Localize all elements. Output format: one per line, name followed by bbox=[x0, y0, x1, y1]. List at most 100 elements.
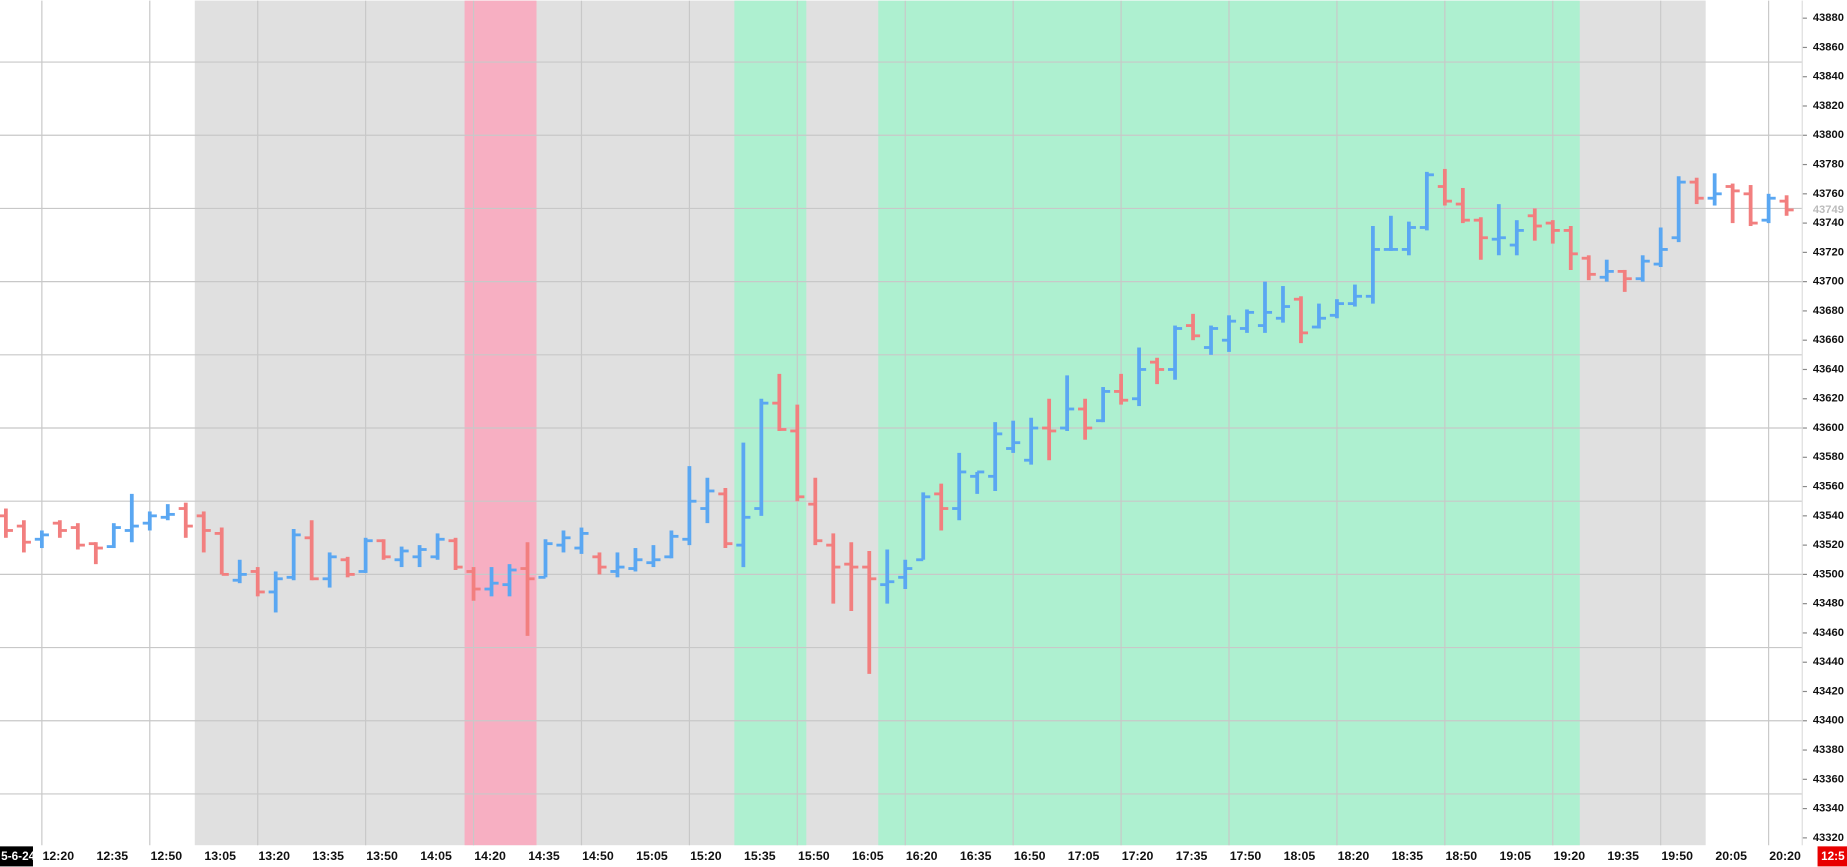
ohlc-bar bbox=[1365, 226, 1380, 304]
x-tick-label: 13:20 bbox=[258, 849, 290, 863]
x-tick-label: 17:50 bbox=[1230, 849, 1262, 863]
x-tick-label: 16:35 bbox=[960, 849, 992, 863]
ohlc-bar bbox=[1006, 420, 1021, 453]
ohlc-bar bbox=[736, 442, 751, 568]
ohlc-bar bbox=[592, 552, 607, 575]
session-band bbox=[734, 0, 807, 846]
ohlc-bar bbox=[1581, 255, 1596, 281]
ohlc-bar bbox=[160, 504, 175, 521]
x-tick-label: 19:20 bbox=[1553, 849, 1585, 863]
ohlc-bar bbox=[1293, 296, 1309, 344]
ohlc-bar bbox=[754, 398, 769, 516]
ohlc-bar bbox=[1509, 220, 1524, 256]
ohlc-bar bbox=[124, 493, 139, 543]
ohlc-bar bbox=[790, 404, 805, 502]
x-tick-label: 14:35 bbox=[528, 849, 560, 863]
ohlc-bar bbox=[880, 549, 895, 604]
ohlc-bar bbox=[1239, 309, 1255, 333]
ohlc-bar bbox=[628, 548, 643, 572]
ohlc-bar bbox=[358, 537, 373, 573]
x-tick-label: 12:20 bbox=[43, 849, 75, 863]
ohlc-bar bbox=[394, 546, 409, 568]
ohlc-bar bbox=[502, 564, 517, 597]
ohlc-bar bbox=[1024, 417, 1039, 465]
ohlc-bar bbox=[232, 559, 247, 584]
ohlc-bar bbox=[538, 539, 553, 579]
y-tick-label: 43560 bbox=[1813, 481, 1844, 493]
ohlc-bar bbox=[1563, 226, 1578, 270]
ohlc-bar bbox=[1527, 208, 1542, 241]
ohlc-bar bbox=[322, 552, 337, 588]
ohlc-bar bbox=[142, 511, 157, 531]
y-tick-label: 43860 bbox=[1813, 41, 1844, 53]
ohlc-bar bbox=[1743, 185, 1758, 227]
ohlc-bar bbox=[916, 492, 931, 562]
x-tick-label: 18:05 bbox=[1284, 849, 1316, 863]
ohlc-bar bbox=[520, 542, 535, 636]
ohlc-bar bbox=[1257, 281, 1273, 333]
ohlc-bar bbox=[970, 470, 985, 494]
y-tick-label: 43600 bbox=[1813, 422, 1844, 434]
y-tick-label: 43640 bbox=[1813, 363, 1844, 375]
ohlc-bar bbox=[1042, 398, 1057, 461]
x-tick-label: 15:20 bbox=[690, 849, 722, 863]
y-tick-label: 43340 bbox=[1813, 803, 1844, 815]
y-tick-label: 43540 bbox=[1813, 510, 1844, 522]
ohlc-bar bbox=[718, 488, 733, 549]
x-tick-label: 19:05 bbox=[1499, 849, 1531, 863]
ohlc-bar bbox=[178, 502, 193, 538]
x-tick-label: 16:05 bbox=[852, 849, 884, 863]
date-box bbox=[0, 846, 33, 867]
ohlc-bar bbox=[1689, 177, 1704, 205]
y-tick-label: 43480 bbox=[1813, 598, 1844, 610]
ohlc-bar bbox=[448, 537, 463, 571]
x-tick-label: 14:20 bbox=[474, 849, 506, 863]
ohlc-bar bbox=[88, 542, 103, 565]
ohlc-bar bbox=[1329, 299, 1344, 319]
ohlc-bar bbox=[808, 477, 823, 546]
ohlc-bar bbox=[214, 527, 229, 576]
x-tick-label: 20:20 bbox=[1769, 849, 1801, 863]
x-tick-label: 12:50 bbox=[150, 849, 182, 863]
countdown-box bbox=[1817, 846, 1847, 867]
y-tick-label: 43440 bbox=[1813, 656, 1844, 668]
y-tick-label: 43420 bbox=[1813, 685, 1844, 697]
ohlc-bar bbox=[1311, 303, 1327, 329]
ohlc-bar bbox=[1419, 171, 1434, 231]
ohlc-bar bbox=[1545, 220, 1560, 244]
y-tick-label: 43380 bbox=[1813, 744, 1844, 756]
ohlc-bar bbox=[556, 530, 571, 553]
last-price-label: 43749 bbox=[1813, 204, 1844, 216]
ohlc-bar bbox=[1221, 315, 1237, 352]
ohlc-bar bbox=[988, 422, 1003, 491]
ohlc-bar bbox=[862, 550, 877, 674]
x-tick-label: 13:35 bbox=[312, 849, 344, 863]
ohlc-bar bbox=[34, 530, 49, 549]
ohlc-bar bbox=[826, 533, 841, 604]
ohlc-bar bbox=[376, 539, 391, 560]
x-tick-label: 15:05 bbox=[636, 849, 668, 863]
y-tick-label: 43740 bbox=[1813, 217, 1844, 229]
ohlc-bar bbox=[1671, 176, 1686, 243]
x-tick-label: 15:35 bbox=[744, 849, 776, 863]
ohlc-bar bbox=[1132, 347, 1147, 407]
ohlc-bar bbox=[1455, 187, 1470, 224]
y-tick-label: 43680 bbox=[1813, 305, 1844, 317]
y-tick-label: 43760 bbox=[1813, 188, 1844, 200]
y-tick-label: 43460 bbox=[1813, 627, 1844, 639]
ohlc-bar bbox=[1617, 269, 1632, 292]
x-tick-label: 14:05 bbox=[420, 849, 452, 863]
y-tick-label: 43400 bbox=[1813, 715, 1844, 727]
session-band bbox=[464, 0, 537, 846]
y-tick-label: 43620 bbox=[1813, 393, 1844, 405]
ohlc-bar bbox=[1473, 217, 1488, 260]
countdown-label: 12:5 bbox=[1821, 850, 1845, 863]
x-tick-label: 16:50 bbox=[1014, 849, 1046, 863]
ohlc-bar bbox=[682, 466, 697, 546]
ohlc-bar bbox=[1437, 168, 1452, 206]
x-tick-label: 14:50 bbox=[582, 849, 614, 863]
y-tick-label: 43660 bbox=[1813, 334, 1844, 346]
